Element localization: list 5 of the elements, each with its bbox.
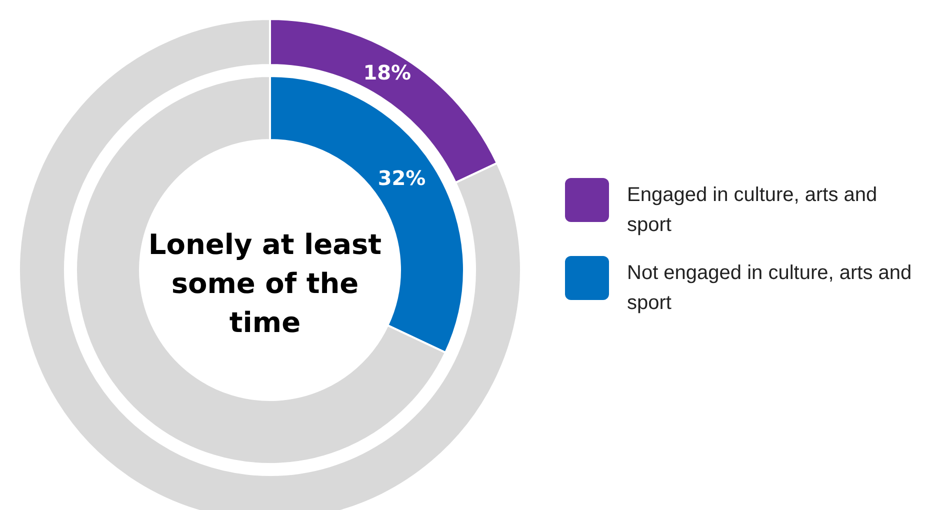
data-label: 18% bbox=[363, 60, 412, 84]
legend-label: Engaged in culture, arts and sport bbox=[627, 183, 878, 238]
data-label: 32% bbox=[378, 166, 426, 190]
legend-label: Not engaged in culture, arts and sport bbox=[627, 261, 913, 316]
text: Lonely at least some of the time bbox=[147, 227, 383, 341]
